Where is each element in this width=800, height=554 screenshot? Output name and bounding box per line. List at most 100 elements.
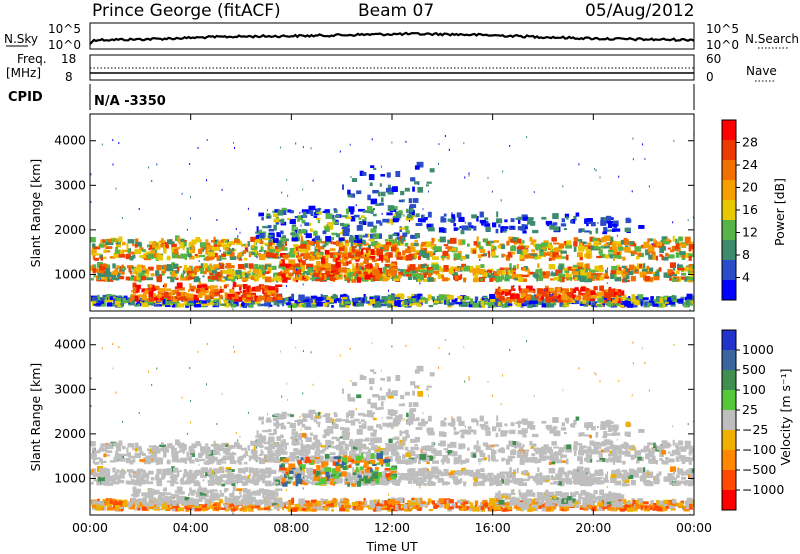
power-cell	[370, 165, 375, 168]
power-cell	[484, 223, 491, 227]
power-cell	[572, 277, 576, 280]
power-cell	[154, 297, 159, 301]
power-speckle	[644, 157, 646, 160]
power-speckle	[438, 143, 440, 146]
power-cell	[289, 266, 294, 270]
velocity-cell	[273, 504, 280, 510]
power-cell	[498, 224, 501, 228]
velocity-cell	[633, 508, 638, 512]
power-cell	[182, 246, 185, 250]
power-cell	[314, 279, 321, 282]
power-cell	[675, 252, 680, 258]
velocity-cell	[655, 459, 658, 465]
power-cell	[131, 266, 136, 270]
power-cell	[375, 244, 380, 248]
velocity-cell	[216, 503, 219, 508]
velocity-cell	[649, 458, 656, 464]
power-cell	[210, 240, 215, 243]
power-cell	[346, 208, 349, 215]
power-cell	[577, 252, 583, 257]
power-cell	[481, 221, 484, 226]
velocity-cell	[324, 446, 327, 451]
power-cell	[516, 274, 523, 279]
power-cell	[290, 210, 294, 213]
velocity-cell	[589, 441, 594, 446]
power-cell	[642, 273, 647, 279]
power-cell	[288, 302, 291, 308]
velocity-cell	[551, 461, 556, 465]
power-cell	[338, 258, 341, 261]
power-cell	[387, 205, 395, 211]
power-cell	[362, 297, 365, 301]
power-cell	[408, 298, 413, 302]
power-cell	[642, 297, 649, 301]
nave-tick-bottom: 0	[706, 70, 714, 84]
velocity-cell	[625, 449, 629, 453]
power-cell	[552, 223, 557, 226]
power-cell	[542, 293, 549, 297]
power-speckle	[287, 194, 289, 197]
power-cell	[446, 254, 450, 260]
power-cell	[257, 303, 261, 307]
power-cell	[522, 230, 527, 234]
power-cell	[225, 253, 230, 257]
power-cell	[264, 242, 270, 245]
velocity-cell	[620, 443, 628, 449]
power-cell	[563, 228, 567, 231]
power-cell	[276, 240, 283, 247]
power-cell	[139, 298, 147, 304]
power-speckle	[274, 238, 276, 241]
velocity-cell	[113, 456, 119, 462]
power-cell	[367, 221, 374, 227]
power-cell	[322, 297, 327, 301]
power-cell	[253, 275, 259, 282]
power-colorbar-label: 12	[742, 225, 758, 240]
power-cell	[350, 210, 354, 215]
velocity-cell	[397, 508, 402, 512]
power-data	[90, 133, 694, 311]
power-cell	[580, 287, 587, 292]
power-cell	[184, 300, 187, 305]
power-cell	[317, 254, 323, 258]
power-cell	[531, 239, 537, 243]
power-cell	[356, 301, 364, 307]
power-speckle	[607, 267, 608, 270]
power-cell	[292, 252, 299, 256]
power-cell	[411, 298, 418, 302]
power-cell	[301, 209, 309, 213]
power-cell	[352, 242, 358, 246]
power-cell	[246, 247, 249, 253]
velocity-cell	[594, 441, 601, 446]
power-cell	[441, 277, 449, 282]
power-cell	[672, 278, 679, 282]
power-speckle	[502, 170, 504, 173]
power-cell	[313, 215, 318, 218]
power-cell	[355, 235, 360, 240]
velocity-cell	[603, 500, 609, 506]
power-cell	[172, 297, 177, 303]
velocity-cell	[666, 442, 671, 447]
power-cell	[551, 303, 555, 308]
velocity-cell	[258, 458, 266, 465]
power-speckle	[468, 174, 470, 177]
power-cell	[325, 299, 330, 305]
power-cell	[587, 242, 592, 246]
power-cell	[648, 302, 653, 306]
power-cell	[183, 265, 187, 271]
power-speckle	[350, 176, 352, 178]
power-cell	[512, 237, 517, 242]
power-cell	[153, 299, 157, 303]
power-cell	[272, 253, 278, 258]
power-cell	[173, 263, 179, 269]
velocity-cell	[397, 503, 401, 508]
power-cell	[410, 177, 416, 182]
power-cell	[150, 273, 155, 277]
power-speckle	[320, 208, 322, 210]
power-cell	[505, 254, 511, 261]
velocity-cell	[213, 507, 218, 510]
power-cell	[340, 294, 345, 300]
power-cell	[594, 265, 600, 271]
power-cell	[336, 233, 340, 238]
velocity-cell	[467, 501, 472, 505]
power-speckle	[597, 222, 599, 224]
